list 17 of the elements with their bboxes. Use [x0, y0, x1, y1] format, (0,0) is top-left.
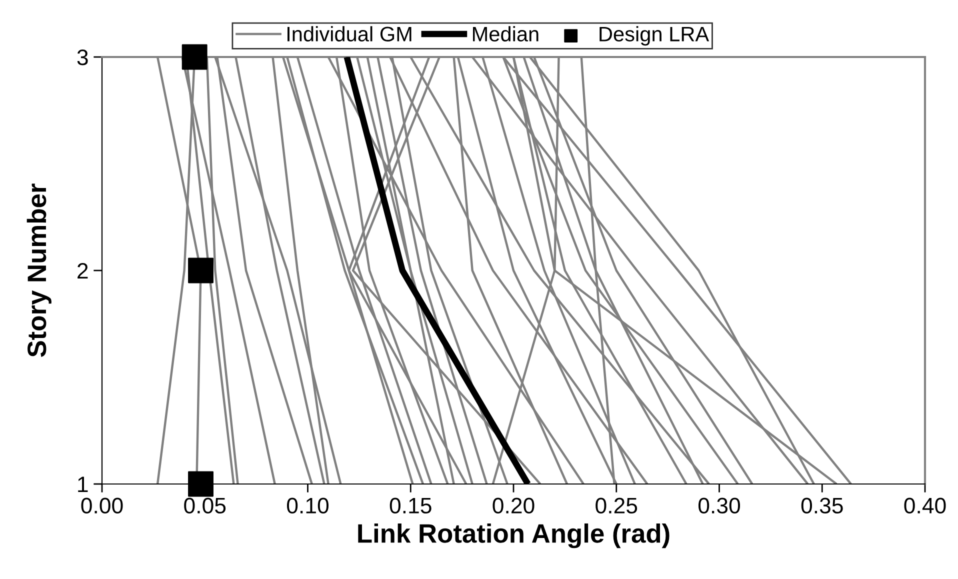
legend-label: Design LRA — [600, 26, 710, 46]
y-tick-label: 3 — [77, 50, 88, 66]
x-tick-label: 0.40 — [904, 498, 946, 514]
x-tick-label: 0.30 — [698, 498, 740, 514]
x-tick-label: 0.00 — [81, 498, 123, 514]
x-axis-title: Link Rotation Angle (rad) — [358, 523, 670, 548]
x-tick-label: 0.35 — [801, 498, 843, 514]
y-tick-label: 1 — [78, 476, 88, 492]
legend-label: Median — [473, 26, 538, 42]
y-axis-title: Story Number — [26, 184, 52, 357]
x-tick-label: 0.10 — [286, 498, 329, 514]
x-tick-label: 0.05 — [184, 498, 226, 514]
legend-label: Individual GM — [288, 26, 412, 42]
x-tick-label: 0.20 — [492, 498, 534, 514]
x-tick-label: 0.15 — [390, 498, 432, 514]
x-tick-label: 0.25 — [596, 498, 638, 514]
y-tick-label: 2 — [78, 263, 88, 279]
